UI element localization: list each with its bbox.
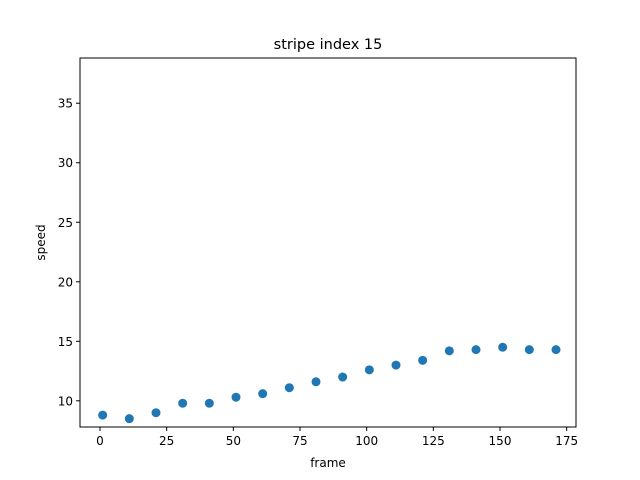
data-point [204,398,214,408]
y-tick-label: 25 [58,216,73,230]
y-tick-label: 20 [58,275,73,289]
data-point [551,345,561,355]
data-point [311,377,321,387]
data-point [444,346,454,356]
data-point [524,345,534,355]
y-tick-label: 30 [58,156,73,170]
data-point [231,392,241,402]
x-tick-label: 100 [355,434,378,448]
x-tick-label: 0 [96,434,104,448]
data-point [338,372,348,382]
x-axis-label: frame [310,456,346,470]
x-tick-label: 75 [292,434,307,448]
data-point [151,408,161,418]
data-point [258,389,268,399]
plot-frame [79,57,577,428]
data-point [418,355,428,365]
x-tick-label: 25 [159,434,174,448]
data-point [178,398,188,408]
x-axis-ticks: 0 25 50 75 100 125 150 175 [96,427,578,448]
x-tick-label: 175 [555,434,578,448]
chart-title: stripe index 15 [274,37,383,53]
y-axis-ticks: 10 15 20 25 30 35 [58,97,80,408]
data-point [364,365,374,375]
x-tick-label: 150 [489,434,512,448]
data-point [98,410,108,420]
data-point [498,342,508,352]
data-point [284,383,294,393]
data-points [98,342,561,424]
data-point [391,360,401,370]
data-point [124,414,134,424]
y-tick-label: 10 [58,394,73,408]
x-tick-label: 50 [226,434,241,448]
y-tick-label: 15 [58,335,73,349]
y-tick-label: 35 [58,97,73,111]
data-point [471,345,481,355]
x-tick-label: 125 [422,434,445,448]
y-axis-label: speed [34,224,48,260]
